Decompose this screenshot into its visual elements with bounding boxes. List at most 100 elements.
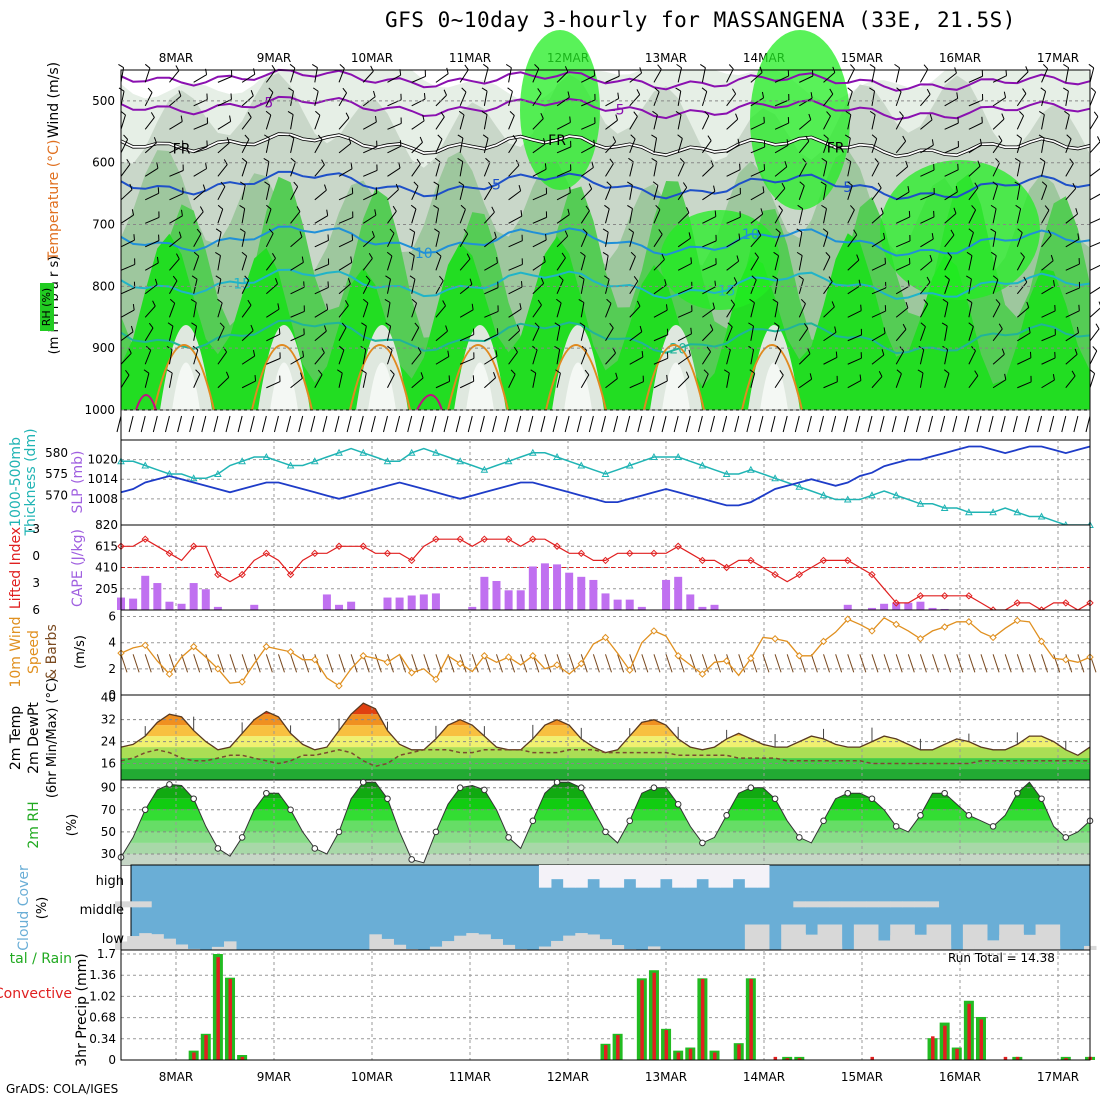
lifted-index-marker (940, 592, 949, 600)
surface-barb (855, 415, 861, 433)
wind-barb (1089, 264, 1100, 271)
wind-barb (508, 190, 521, 201)
wind-barb (726, 193, 741, 201)
wind-barb (605, 378, 618, 389)
cloud-low-clear (587, 934, 600, 950)
wind-barb-flag (730, 299, 735, 305)
wind-barb (290, 377, 303, 389)
wind10m-barb (859, 654, 867, 673)
wind10m-barb (919, 654, 927, 673)
surface-barb (116, 415, 122, 433)
wind-barb-flag (703, 369, 709, 375)
isotherm-label: 20 (669, 342, 687, 358)
wind-barb-flag (652, 181, 659, 186)
wind-barb-flag (679, 158, 685, 164)
wind-barb-flag (519, 303, 522, 310)
lifted-index-marker (141, 535, 149, 543)
wind-barb (605, 98, 619, 107)
slp-tick: 820 (95, 518, 118, 532)
wind-barb (411, 255, 415, 271)
wind-barb-flag (202, 184, 206, 191)
surface-barb (443, 415, 449, 433)
wind10m-barb (956, 654, 964, 673)
wind10m-marker (868, 627, 876, 635)
wind-barb-flag (966, 251, 973, 257)
surface-barb (588, 415, 594, 433)
wind-barb (556, 349, 561, 365)
wind-barb-flag (899, 111, 904, 117)
lifted-index-marker (189, 542, 198, 550)
credit-label: GrADS: COLA/IGES (6, 1082, 119, 1096)
cloud-low-clear (466, 933, 479, 950)
wind-barb-flag (1040, 87, 1046, 92)
wind-barb (774, 255, 780, 271)
wind10m-barb (193, 654, 201, 673)
cloud-mid-clear (841, 901, 855, 908)
wind-barb (241, 304, 252, 318)
cloud-high-clear (660, 865, 673, 880)
wind-barb-flag (778, 205, 783, 211)
wind-barb (1016, 184, 1021, 200)
ylabel-precip: 3hr Precip (mm) (74, 953, 90, 1066)
wind-barb (629, 208, 633, 224)
wind-barb (605, 352, 616, 365)
wind-barb-flag (239, 181, 246, 186)
wind-barb-flag (389, 228, 395, 234)
wind-barb (677, 310, 693, 318)
wind-barb (726, 169, 741, 177)
wind10m-marker (965, 618, 973, 626)
wind-barb (871, 238, 885, 248)
wind-barb-flag (125, 369, 130, 376)
wind-barb-flag (385, 322, 391, 327)
precip-legend-convective: Convective (0, 986, 72, 1002)
wind-barb-flag (409, 275, 416, 280)
rh-marker (238, 834, 246, 841)
wind10m-barb (665, 654, 673, 673)
wind-barb-flag (661, 253, 665, 260)
cape-bar (880, 603, 889, 610)
isotherm-20 (120, 319, 1091, 355)
wind-barb-flag (342, 87, 347, 94)
wind-barb-flag (131, 209, 135, 216)
wind10m-barb (471, 654, 479, 673)
wind-barb (847, 185, 853, 200)
wind-barb-flag (485, 157, 491, 163)
wind-barb-flag (796, 251, 803, 256)
wind-barb (1041, 285, 1055, 295)
wind-barb-flag (180, 115, 183, 122)
surface-barb (346, 415, 352, 433)
wind-barb-flag (460, 204, 466, 210)
wind-barb (120, 214, 134, 224)
wind10m-marker (674, 652, 682, 660)
wind-barb-flag (268, 228, 274, 234)
wind-barb (459, 233, 469, 248)
wind-barb (532, 372, 537, 388)
ylabel-2m-temp: 2m Temp (8, 706, 24, 770)
wind10m-barb (144, 654, 152, 673)
isotherm-label: FR (827, 141, 845, 157)
wind10m-marker (1062, 655, 1070, 664)
wind-barb-flag (247, 112, 252, 118)
wind-barb (387, 74, 401, 83)
wind-barb (1089, 218, 1100, 224)
wind-barb (677, 212, 690, 224)
isotherm-15 (120, 268, 1091, 300)
wind-barb-flag (461, 87, 467, 93)
wind-barb-flag (633, 275, 639, 282)
rh-marker (699, 839, 706, 847)
wind-barb (120, 239, 135, 248)
wind-barb (774, 374, 784, 389)
surface-barb (370, 415, 376, 433)
rh-marker (214, 845, 222, 852)
thickness-marker (650, 452, 658, 460)
thickness-tick: 570 (45, 488, 68, 502)
wind-barb-flag (701, 87, 708, 92)
wind-barb (1089, 373, 1096, 388)
wind-barb-flag (324, 184, 327, 191)
wind-barb-flag (869, 63, 876, 69)
pressure-tick: 700 (92, 218, 115, 232)
wind-barb-flag (271, 64, 276, 71)
wind-barb-flag (714, 210, 717, 217)
wind-barb (556, 122, 571, 130)
wind-barb (1016, 93, 1027, 107)
